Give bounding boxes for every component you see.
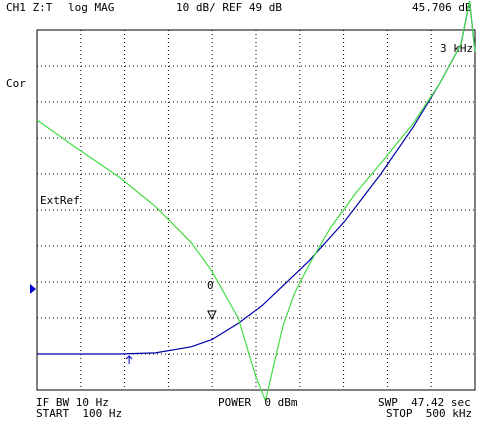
channel-label: CH1 Z:T — [6, 1, 53, 14]
reference-position-arrow-icon — [30, 284, 36, 294]
source-power-label: POWER 0 dBm — [218, 396, 298, 409]
markers — [125, 310, 217, 364]
correction-indicator: Cor — [6, 77, 26, 90]
external-reference-indicator: ExtRef — [40, 194, 80, 207]
marker-triangle-icon — [207, 310, 217, 321]
format-label: log MAG — [68, 1, 115, 14]
marker-frequency-readout: 3 kHz — [440, 42, 474, 55]
sweep-time-label: SWP 47.42 sec — [378, 396, 471, 409]
traces — [36, 1, 476, 403]
scale-label: 10 dB/ REF 49 dB — [176, 1, 282, 14]
if-bandwidth-label: IF BW 10 Hz — [36, 396, 109, 409]
stop-frequency-label: STOP 500 kHz — [386, 407, 473, 420]
start-frequency-label: START 100 Hz — [36, 407, 123, 420]
trace-secondary — [36, 1, 476, 403]
grid — [37, 30, 475, 390]
marker-number-label: 0 — [207, 279, 214, 292]
stimulus-marker-arrow-icon — [125, 355, 133, 364]
